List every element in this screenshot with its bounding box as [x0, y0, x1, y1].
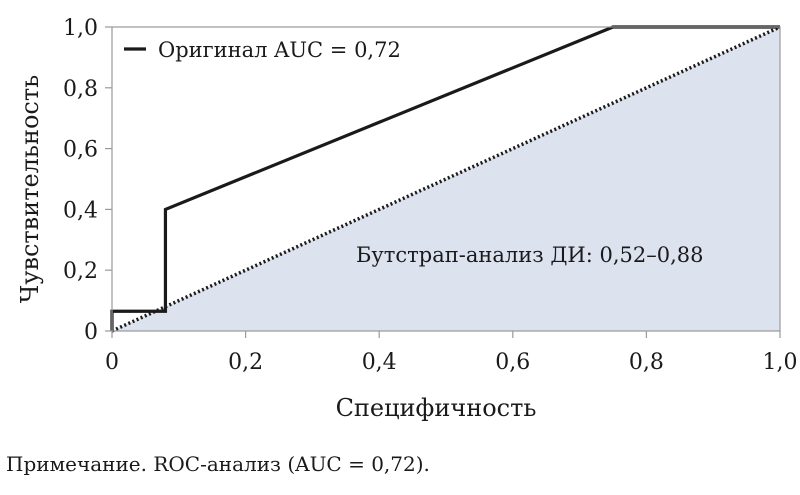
y-tick-label: 0: [84, 320, 98, 345]
y-tick-label: 0,6: [63, 138, 98, 163]
roc-chart-svg: 0 0,2 0,4 0,6 0,8 1,0 0 0,2 0,4 0,6 0,8 1,0 Оригина…: [16, 16, 798, 422]
x-tick-label: 0: [105, 350, 119, 375]
y-tick-label: 0,2: [63, 259, 98, 284]
x-tick-label: 0,4: [362, 350, 397, 375]
legend: Оригинал AUC = 0,72: [124, 38, 401, 62]
x-tick-label: 0,8: [629, 350, 664, 375]
legend-label: Оригинал AUC = 0,72: [158, 38, 401, 62]
x-tick-label: 0,2: [228, 350, 263, 375]
plot-frame: [111, 26, 781, 332]
x-tick-label: 1,0: [763, 350, 798, 375]
reference-diagonal-line: [111, 25, 781, 333]
figure-note: Примечание. ROC-анализ (AUC = 0,72).: [6, 452, 430, 476]
y-axis-title: Чувствительность: [16, 75, 44, 303]
y-tick-label: 0,4: [63, 198, 98, 223]
ci-annotation: Бутстрап-анализ ДИ: 0,52–0,88: [356, 243, 704, 267]
y-tick-label: 0,8: [63, 77, 98, 102]
confidence-shaded-region: [112, 27, 780, 331]
y-tick-label: 1,0: [63, 16, 98, 41]
x-tick-label: 0,6: [495, 350, 530, 375]
axis-ticks: 0 0,2 0,4 0,6 0,8 1,0 0 0,2 0,4 0,6 0,8 1,0: [63, 16, 798, 375]
roc-chart: 0 0,2 0,4 0,6 0,8 1,0 0 0,2 0,4 0,6 0,8 1,0 Оригина…: [16, 16, 798, 422]
x-axis-title: Специфичность: [336, 394, 537, 422]
